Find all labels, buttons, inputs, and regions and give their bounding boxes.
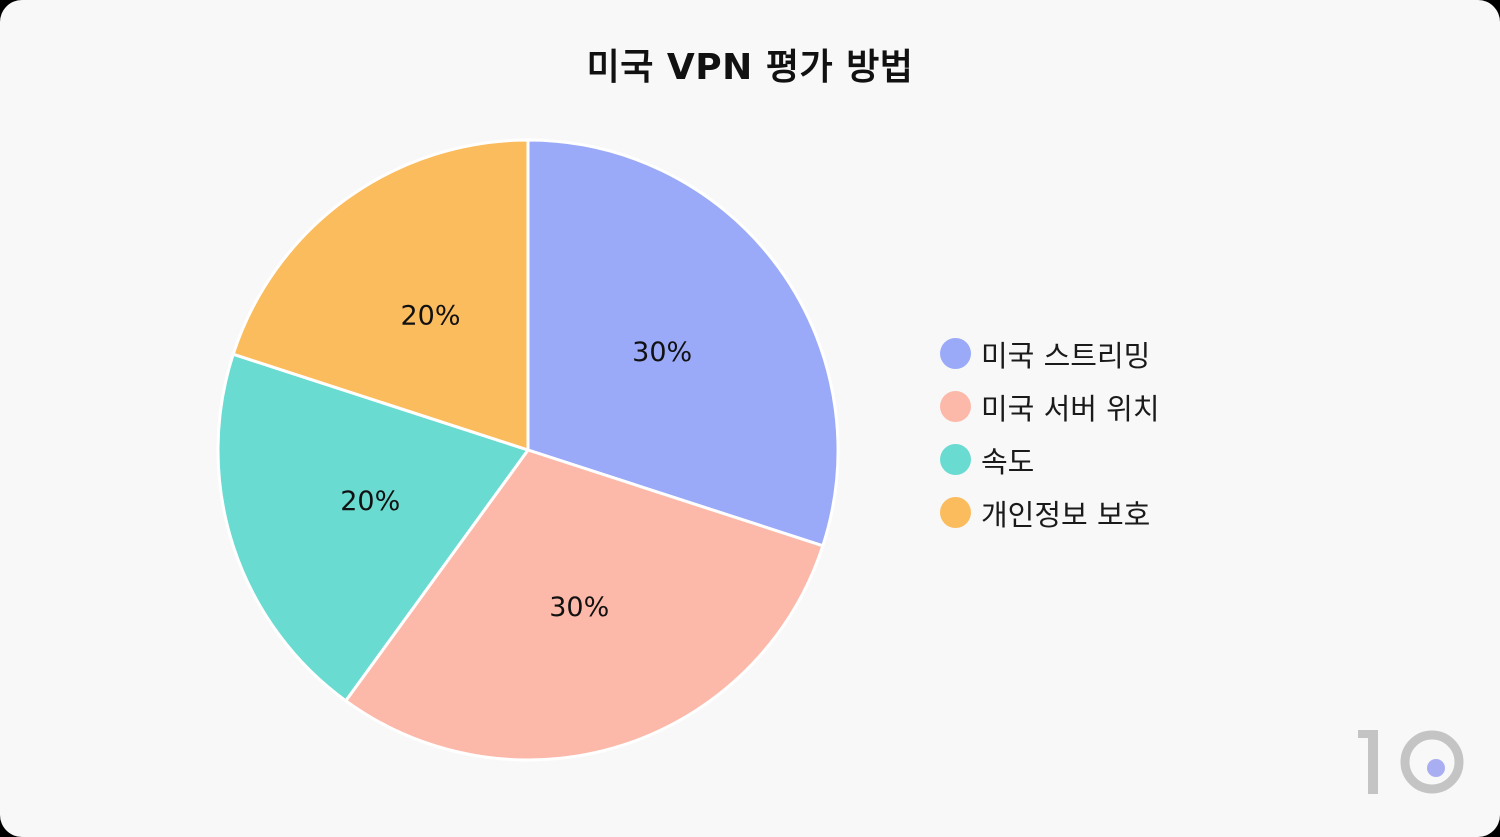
legend-swatch <box>940 338 971 369</box>
pie-slice <box>526 138 840 548</box>
legend-label: 개인정보 보호 <box>981 497 1151 532</box>
legend-swatch <box>940 497 971 528</box>
pie-slice <box>231 138 530 452</box>
legend-item: 개인정보 보호 <box>940 486 1160 539</box>
legend-label: 속도 <box>981 444 1035 479</box>
slice-value-label: 20% <box>340 486 400 517</box>
legend-item: 속도 <box>940 433 1160 486</box>
chart-legend: 미국 스트리밍 미국 서버 위치 속도 개인정보 보호 <box>940 327 1160 539</box>
pie-slice <box>216 352 530 703</box>
legend-label: 미국 서버 위치 <box>981 391 1160 426</box>
legend-item: 미국 스트리밍 <box>940 327 1160 380</box>
slice-value-label: 20% <box>401 300 461 331</box>
brand-logo <box>1358 730 1464 794</box>
chart-title: 미국 VPN 평가 방법 <box>586 47 914 88</box>
legend-item: 미국 서버 위치 <box>940 380 1160 433</box>
legend-swatch <box>940 391 971 422</box>
pie-slice <box>344 448 825 762</box>
slice-value-label: 30% <box>549 592 609 623</box>
slice-value-label: 30% <box>632 337 692 368</box>
legend-label: 미국 스트리밍 <box>981 338 1151 373</box>
legend-swatch <box>940 444 971 475</box>
